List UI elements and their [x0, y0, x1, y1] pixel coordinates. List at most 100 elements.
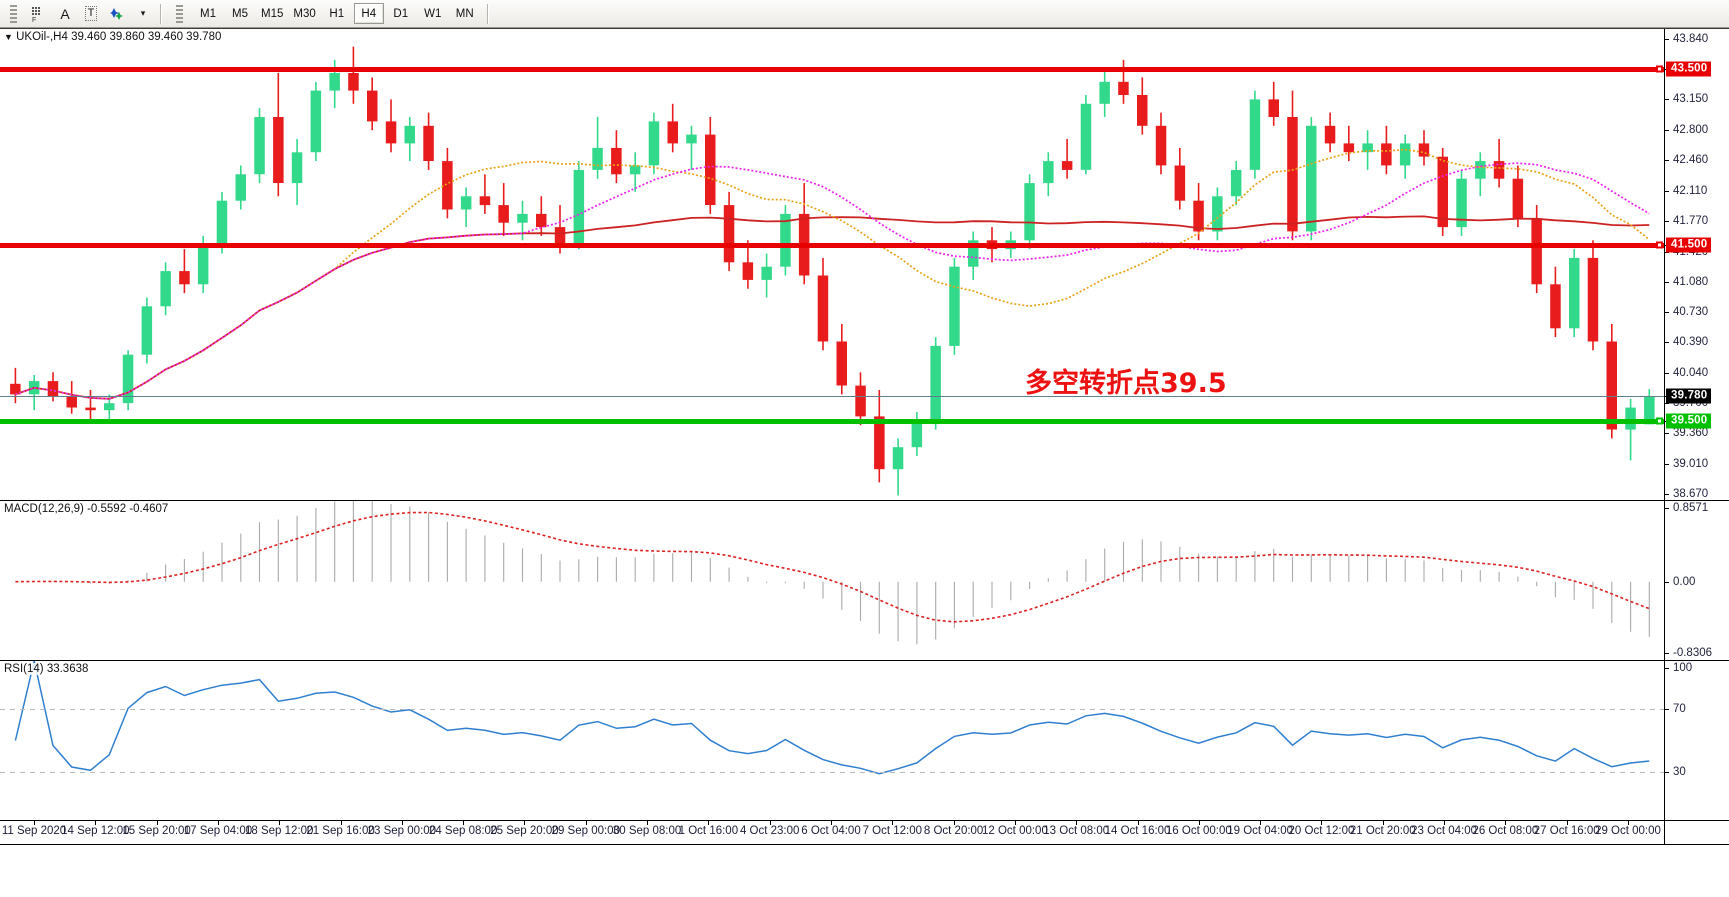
price-badge-red[interactable]: 43.500	[1666, 61, 1712, 77]
price-level-handle[interactable]	[1656, 241, 1663, 249]
macd-tick: 0.00	[1665, 576, 1695, 588]
price-tick: 39.010	[1665, 458, 1708, 470]
time-axis-label: 23 Oct 04:00	[1411, 825, 1477, 837]
time-axis-label: 27 Oct 16:00	[1533, 825, 1600, 837]
price-level-handle[interactable]	[1656, 65, 1663, 73]
time-tick	[1014, 821, 1016, 825]
timeframe-label: D1	[393, 7, 409, 20]
price-tick: 41.770	[1665, 215, 1708, 227]
timeframe-m30[interactable]: M30	[289, 3, 319, 24]
symbol-header: ▼ UKOil-,H4 39.460 39.860 39.460 39.780	[4, 31, 222, 43]
timeframe-label: M15	[261, 7, 284, 20]
timeframe-m1[interactable]: M1	[193, 3, 223, 24]
timeframe-h4[interactable]: H4	[353, 3, 384, 24]
time-axis-label: 29 Oct 00:00	[1595, 825, 1661, 837]
price-tick: 40.730	[1665, 306, 1708, 318]
price-tick: 42.800	[1665, 124, 1708, 136]
rsi-axis[interactable]: 100 70 30	[1664, 661, 1729, 820]
timeframe-grip[interactable]	[166, 2, 192, 26]
indicators-icon[interactable]	[104, 2, 130, 26]
timeframe-m5[interactable]: M5	[225, 3, 255, 24]
time-tick	[401, 821, 403, 825]
price-badge-green[interactable]: 39.500	[1666, 413, 1712, 429]
time-axis-label: 30 Sep 08:00	[612, 825, 682, 837]
time-tick	[1566, 821, 1568, 825]
price-plot-area[interactable]: 多空转折点39.5	[0, 29, 1664, 500]
time-tick	[1076, 821, 1078, 825]
rsi-tick: 100	[1665, 662, 1692, 674]
macd-plot-area[interactable]	[0, 501, 1664, 660]
timeframe-label: M30	[293, 7, 316, 20]
price-tick: 39.360	[1665, 427, 1708, 439]
macd-pane[interactable]: MACD(12,26,9) -0.5592 -0.4607 0.8571 0.00…	[0, 501, 1729, 661]
timeframe-d1[interactable]: D1	[386, 3, 416, 24]
time-axis-label: 15 Sep 20:00	[122, 825, 191, 837]
symbol-ohlc-label: UKOil-,H4 39.460 39.860 39.460 39.780	[16, 31, 222, 43]
price-candles-svg	[10, 46, 1655, 496]
timeframe-m15[interactable]: M15	[257, 3, 287, 24]
price-pane[interactable]: 多空转折点39.5 ▼ UKOil-,H4 39.460 39.860 39.4…	[0, 29, 1729, 501]
price-level-line[interactable]	[0, 66, 1664, 72]
price-tick: 43.150	[1665, 93, 1708, 105]
time-axis-label: 7 Oct 12:00	[862, 825, 923, 837]
time-tick	[585, 821, 587, 825]
time-tick	[1321, 821, 1323, 825]
price-badge-black[interactable]: 39.780	[1666, 388, 1712, 404]
time-axis-label: 25 Sep 20:00	[490, 825, 559, 837]
time-tick	[217, 821, 219, 825]
main-toolbar: F A T ▾ M1 M5 M15 M30 H1 H4 D1 W1 MN	[0, 0, 1729, 28]
time-tick	[1137, 821, 1139, 825]
crosshair-f-icon[interactable]: F	[26, 2, 52, 26]
timeframe-bar: M1 M5 M15 M30 H1 H4 D1 W1 MN	[192, 3, 481, 24]
price-level-line[interactable]	[0, 242, 1664, 248]
rsi-tick: 70	[1665, 703, 1686, 715]
time-axis-label: 16 Oct 00:00	[1165, 825, 1232, 837]
time-axis[interactable]: 11 Sep 2020 14 Sep 12:00 15 Sep 20:00 17 Se…	[0, 821, 1664, 845]
time-tick	[708, 821, 710, 825]
price-tick: 40.040	[1665, 367, 1708, 379]
collapse-icon[interactable]: ▼	[4, 32, 13, 42]
toolbar-divider	[160, 3, 162, 24]
price-badge-red[interactable]: 41.500	[1666, 237, 1712, 253]
timeframe-mn[interactable]: MN	[450, 3, 480, 24]
time-tick	[95, 821, 97, 825]
timeframe-w1[interactable]: W1	[418, 3, 448, 24]
svg-text:F: F	[32, 17, 36, 22]
time-tick	[831, 821, 832, 825]
time-axis-label: 14 Sep 12:00	[61, 825, 130, 837]
dropdown-arrow-icon[interactable]: ▾	[130, 2, 156, 26]
price-level-handle[interactable]	[1656, 417, 1663, 425]
time-axis-label: 21 Oct 20:00	[1349, 825, 1416, 837]
price-level-line[interactable]	[0, 418, 1664, 424]
macd-svg	[15, 501, 1650, 645]
macd-axis[interactable]: 0.8571 0.00 -0.8306	[1664, 501, 1729, 660]
toolbar-grip[interactable]	[0, 2, 26, 26]
time-tick	[1628, 821, 1629, 825]
timeframe-label: M5	[232, 7, 248, 20]
rsi-svg	[14, 661, 1650, 775]
time-tick	[524, 821, 526, 825]
rsi-plot-area[interactable]	[0, 661, 1664, 820]
timeframe-label: H1	[329, 7, 345, 20]
text-box-icon[interactable]: T	[78, 2, 104, 26]
time-axis-label: 20 Oct 12:00	[1288, 825, 1355, 837]
time-axis-label: 23 Sep 00:00	[367, 825, 437, 837]
time-tick	[1382, 821, 1384, 825]
text-label-glyph: A	[60, 5, 70, 22]
time-axis-label: 8 Oct 20:00	[923, 825, 984, 837]
price-tick: 42.460	[1665, 154, 1708, 166]
time-tick	[463, 821, 465, 825]
text-label-icon[interactable]: A	[52, 2, 78, 26]
time-axis-label: 19 Oct 04:00	[1227, 825, 1294, 837]
rsi-pane[interactable]: RSI(14) 33.3638 100 70 30	[0, 661, 1729, 821]
rsi-tick: 30	[1665, 766, 1686, 778]
price-axis[interactable]: 43.840 43.500 43.150 42.800 42.460 42.110 41.7…	[1664, 29, 1729, 500]
price-tick: 41.080	[1665, 276, 1708, 288]
price-level-line[interactable]	[0, 396, 1664, 398]
time-axis-label: 12 Oct 00:00	[981, 825, 1048, 837]
time-tick	[156, 821, 158, 825]
timeframe-label: W1	[424, 7, 442, 20]
macd-label: MACD(12,26,9) -0.5592 -0.4607	[4, 503, 169, 515]
timeframe-h1[interactable]: H1	[322, 3, 352, 24]
rsi-label: RSI(14) 33.3638	[4, 663, 89, 675]
